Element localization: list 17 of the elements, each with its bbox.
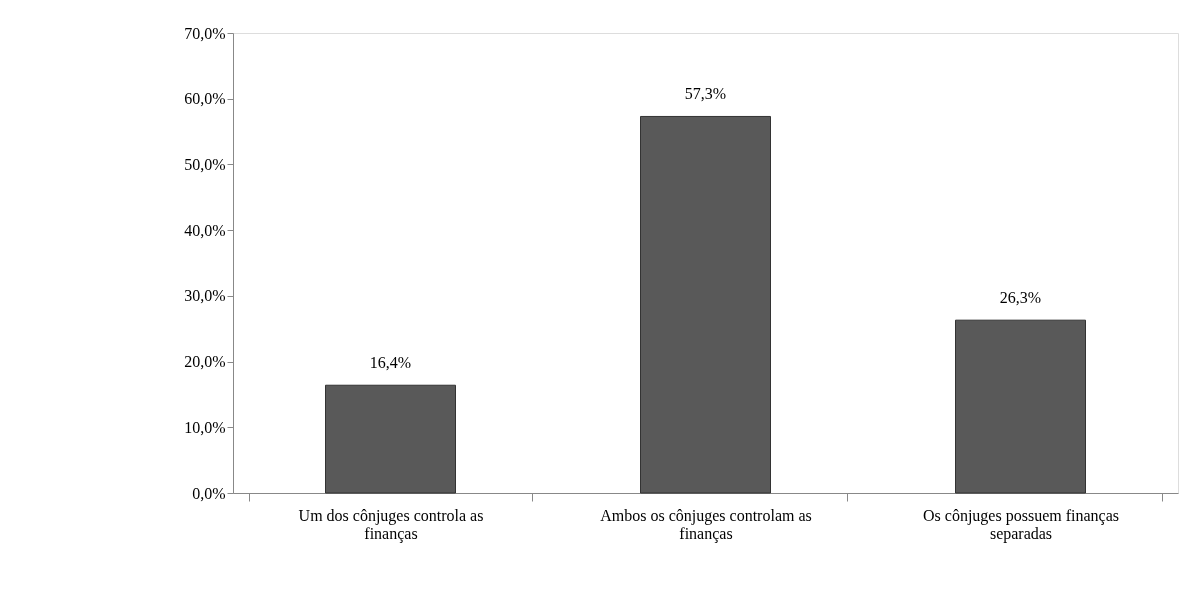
y-tick-label: 60,0% [184,90,226,108]
data-label: 16,4% [369,354,412,372]
y-tick-label: 10,0% [184,418,226,436]
y-tick-label: 70,0% [184,24,226,42]
x-tick-label: Um dos cônjuges controla as finanças [298,506,484,543]
x-tick-label: Ambos os cônjuges controlam as finanças [600,506,812,543]
y-tick-label: 50,0% [184,155,226,173]
bar [640,115,771,494]
y-tick-label: 20,0% [184,353,226,371]
data-label: 57,3% [684,85,727,103]
data-label: 26,3% [999,289,1042,307]
y-tick-label: 0,0% [192,484,226,502]
bar [325,384,456,494]
bar [955,319,1086,494]
x-tick-label: Os cônjuges possuem finanças separadas [923,506,1119,543]
y-tick-label: 30,0% [184,287,226,305]
y-tick-label: 40,0% [184,221,226,239]
